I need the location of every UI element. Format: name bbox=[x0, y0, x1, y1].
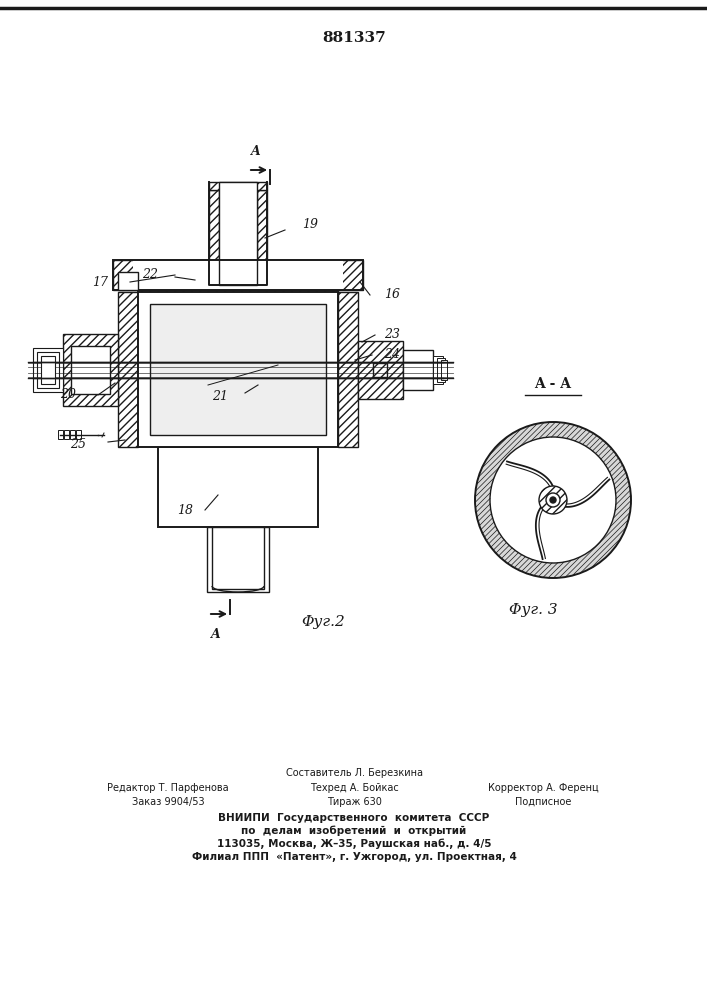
Text: A: A bbox=[211, 628, 221, 641]
Circle shape bbox=[490, 437, 616, 563]
Text: 16: 16 bbox=[384, 288, 400, 302]
Bar bbox=[76, 430, 81, 439]
Circle shape bbox=[539, 486, 567, 514]
Text: Тираж 630: Тираж 630 bbox=[327, 797, 382, 807]
Text: Подписное: Подписное bbox=[515, 797, 571, 807]
Text: 18: 18 bbox=[177, 504, 193, 516]
Text: A: A bbox=[251, 145, 261, 158]
Text: Φуг.2: Φуг.2 bbox=[301, 615, 345, 629]
Bar bbox=[441, 360, 447, 380]
Bar bbox=[219, 182, 257, 285]
Text: A - A: A - A bbox=[534, 377, 571, 391]
Text: 22: 22 bbox=[142, 268, 158, 282]
Text: Техред А. Бойкас: Техред А. Бойкас bbox=[310, 783, 398, 793]
Polygon shape bbox=[113, 260, 363, 290]
Bar bbox=[207, 527, 269, 592]
Bar bbox=[212, 527, 264, 589]
Bar bbox=[71, 346, 110, 394]
Circle shape bbox=[550, 497, 556, 503]
Polygon shape bbox=[338, 292, 358, 447]
Bar bbox=[138, 292, 338, 447]
Text: 19: 19 bbox=[302, 219, 318, 232]
Circle shape bbox=[546, 493, 560, 507]
Bar bbox=[403, 350, 433, 390]
Circle shape bbox=[475, 422, 631, 578]
Text: 17: 17 bbox=[92, 275, 108, 288]
Bar bbox=[373, 363, 387, 377]
Text: по  делам  изобретений  и  открытий: по делам изобретений и открытий bbox=[241, 826, 467, 836]
Bar bbox=[118, 272, 138, 290]
Text: 113035, Москва, Ж–35, Раушская наб., д. 4/5: 113035, Москва, Ж–35, Раушская наб., д. … bbox=[217, 839, 491, 849]
Polygon shape bbox=[257, 190, 267, 285]
Text: 881337: 881337 bbox=[322, 31, 386, 45]
Bar bbox=[64, 430, 69, 439]
Text: 24: 24 bbox=[384, 349, 400, 361]
Bar bbox=[133, 260, 343, 290]
Text: Заказ 9904/53: Заказ 9904/53 bbox=[132, 797, 204, 807]
Polygon shape bbox=[63, 334, 118, 406]
Bar bbox=[33, 348, 63, 392]
Text: Φуг. 3: Φуг. 3 bbox=[509, 603, 557, 617]
Bar bbox=[158, 447, 318, 527]
Text: Корректор А. Ференц: Корректор А. Ференц bbox=[488, 783, 598, 793]
Polygon shape bbox=[138, 290, 338, 292]
Text: Филиал ППП  «Патент», г. Ужгород, ул. Проектная, 4: Филиал ППП «Патент», г. Ужгород, ул. Про… bbox=[192, 852, 516, 862]
Polygon shape bbox=[358, 341, 403, 399]
Text: Составитель Л. Березкина: Составитель Л. Березкина bbox=[286, 768, 423, 778]
Bar bbox=[150, 304, 326, 435]
Text: 20: 20 bbox=[60, 388, 76, 401]
Polygon shape bbox=[118, 292, 138, 447]
Polygon shape bbox=[209, 182, 267, 190]
Text: 25: 25 bbox=[70, 438, 86, 452]
Bar bbox=[113, 260, 363, 290]
Bar bbox=[433, 356, 443, 384]
Text: 21: 21 bbox=[212, 390, 228, 403]
Text: 23: 23 bbox=[384, 328, 400, 342]
Bar bbox=[37, 352, 59, 388]
Bar bbox=[41, 356, 55, 384]
Text: Редактор Т. Парфенова: Редактор Т. Парфенова bbox=[107, 783, 229, 793]
Text: ВНИИПИ  Государственного  комитета  СССР: ВНИИПИ Государственного комитета СССР bbox=[218, 813, 490, 823]
Bar bbox=[70, 430, 75, 439]
Bar bbox=[437, 358, 445, 382]
Polygon shape bbox=[209, 190, 219, 285]
Bar bbox=[58, 430, 63, 439]
